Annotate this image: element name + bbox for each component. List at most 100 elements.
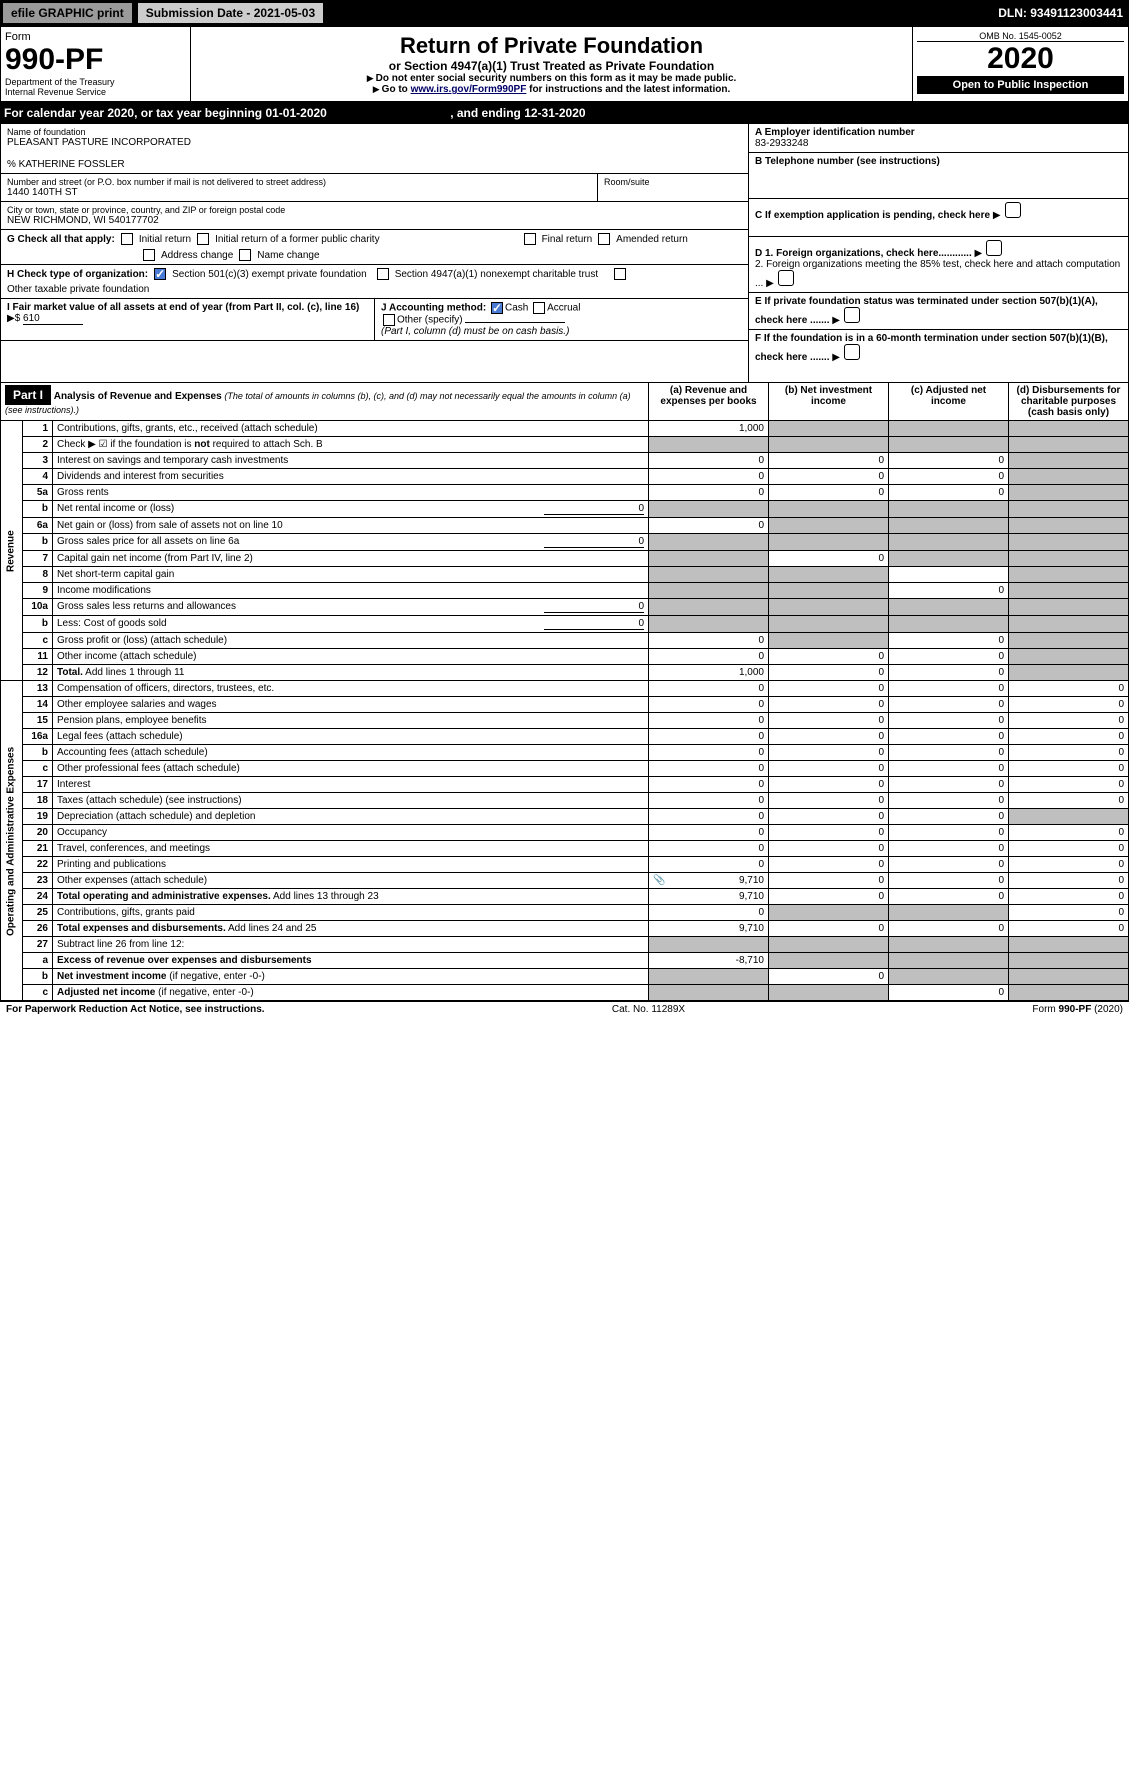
row-desc: Check ▶ ☑ if the foundation is not requi… [53, 437, 649, 453]
row-num: 16a [23, 729, 53, 745]
amount-cell [1009, 616, 1129, 633]
amount-cell: 0 [769, 969, 889, 985]
amount-cell: 9,710 [649, 889, 769, 905]
amount-cell [1009, 437, 1129, 453]
chk-4947[interactable] [377, 268, 389, 280]
chk-f[interactable] [844, 344, 860, 360]
amount-cell [649, 583, 769, 599]
page-footer: For Paperwork Reduction Act Notice, see … [0, 1001, 1129, 1017]
chk-addr-change[interactable] [143, 249, 155, 261]
row-num: 20 [23, 825, 53, 841]
section-h: H Check type of organization: Section 50… [1, 265, 748, 299]
amount-cell: 0 [769, 697, 889, 713]
dept: Department of the Treasury [5, 77, 186, 87]
chk-cash[interactable] [491, 302, 503, 314]
chk-501c3[interactable] [154, 268, 166, 280]
row-num: 5a [23, 485, 53, 501]
table-row: 8Net short-term capital gain [1, 567, 1129, 583]
row-desc: Net gain or (loss) from sale of assets n… [53, 518, 649, 534]
chk-e[interactable] [844, 307, 860, 323]
amount-cell: 0 [1009, 905, 1129, 921]
table-row: bAccounting fees (attach schedule)0000 [1, 745, 1129, 761]
amount-cell: 0 [769, 825, 889, 841]
table-row: 24Total operating and administrative exp… [1, 889, 1129, 905]
chk-d1[interactable] [986, 240, 1002, 256]
street-address: 1440 140TH ST [7, 187, 591, 198]
amount-cell [1009, 551, 1129, 567]
amount-cell: 0 [769, 809, 889, 825]
amount-cell [1009, 421, 1129, 437]
row-desc: Other employee salaries and wages [53, 697, 649, 713]
chk-c[interactable] [1005, 202, 1021, 218]
amount-cell [1009, 501, 1129, 518]
amount-cell: 📎9,710 [649, 873, 769, 889]
row-num: c [23, 761, 53, 777]
chk-amended[interactable] [598, 233, 610, 245]
amount-cell [769, 583, 889, 599]
row-num: 1 [23, 421, 53, 437]
table-row: cGross profit or (loss) (attach schedule… [1, 633, 1129, 649]
table-row: bNet rental income or (loss)0 [1, 501, 1129, 518]
amount-cell: 0 [769, 841, 889, 857]
city-state-zip: NEW RICHMOND, WI 540177702 [7, 215, 742, 226]
chk-name-change[interactable] [239, 249, 251, 261]
omb: OMB No. 1545-0052 [917, 31, 1124, 42]
col-a-hdr: (a) Revenue and expenses per books [649, 383, 769, 421]
amount-cell: 0 [649, 761, 769, 777]
row-num: b [23, 616, 53, 633]
chk-accrual[interactable] [533, 302, 545, 314]
row-desc: Legal fees (attach schedule) [53, 729, 649, 745]
chk-other-tax[interactable] [614, 268, 626, 280]
table-row: 17Interest0000 [1, 777, 1129, 793]
chk-initial[interactable] [121, 233, 133, 245]
amount-cell [889, 518, 1009, 534]
row-num: 17 [23, 777, 53, 793]
amount-cell [889, 551, 1009, 567]
table-row: 27Subtract line 26 from line 12: [1, 937, 1129, 953]
amount-cell [1009, 649, 1129, 665]
row-num: 2 [23, 437, 53, 453]
amount-cell: 0 [889, 665, 1009, 681]
amount-cell: 0 [889, 713, 1009, 729]
row-num: 12 [23, 665, 53, 681]
row-num: 11 [23, 649, 53, 665]
amount-cell: 0 [889, 841, 1009, 857]
form-label: Form [5, 31, 186, 43]
irs-link[interactable]: www.irs.gov/Form990PF [411, 84, 527, 95]
amount-cell [649, 501, 769, 518]
amount-cell [889, 534, 1009, 551]
amount-cell: 0 [769, 681, 889, 697]
amount-cell: 0 [889, 889, 1009, 905]
chk-d2[interactable] [778, 270, 794, 286]
amount-cell [649, 937, 769, 953]
col-b-hdr: (b) Net investment income [769, 383, 889, 421]
row-num: 14 [23, 697, 53, 713]
efile-btn[interactable]: efile GRAPHIC print [2, 2, 133, 24]
amount-cell: 0 [769, 873, 889, 889]
row-desc: Gross rents [53, 485, 649, 501]
row-desc: Net rental income or (loss)0 [53, 501, 649, 518]
chk-initial-former[interactable] [197, 233, 209, 245]
row-desc: Excess of revenue over expenses and disb… [53, 953, 649, 969]
amount-cell: 0 [889, 469, 1009, 485]
tax-year: 2020 [917, 42, 1124, 76]
amount-cell [769, 567, 889, 583]
chk-other-acct[interactable] [383, 314, 395, 326]
amount-cell [1009, 518, 1129, 534]
table-row: 11Other income (attach schedule)000 [1, 649, 1129, 665]
amount-cell: 0 [889, 777, 1009, 793]
part1-table: Part I Analysis of Revenue and Expenses … [0, 382, 1129, 1001]
amount-cell: 0 [1009, 777, 1129, 793]
amount-cell [649, 985, 769, 1001]
amount-cell [889, 437, 1009, 453]
amount-cell: 0 [889, 485, 1009, 501]
amount-cell [889, 969, 1009, 985]
chk-final[interactable] [524, 233, 536, 245]
name-label: Name of foundation [7, 127, 742, 137]
amount-cell: 0 [1009, 873, 1129, 889]
row-num: a [23, 953, 53, 969]
amount-cell: 0 [1009, 681, 1129, 697]
expenses-label: Operating and Administrative Expenses [1, 681, 23, 1001]
form-number: 990-PF [5, 43, 186, 77]
amount-cell: 0 [1009, 729, 1129, 745]
